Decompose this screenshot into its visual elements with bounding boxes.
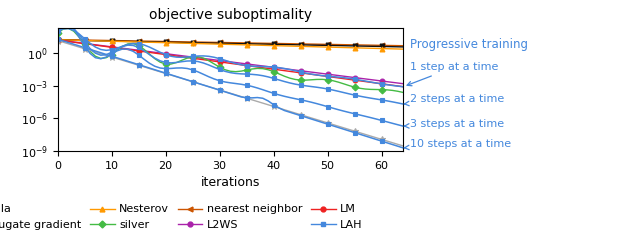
- conjugate gradient: [232, 93, 239, 97]
- LAH: [135, 63, 143, 66]
- Text: 10 steps at a time: 10 steps at a time: [404, 139, 511, 150]
- Nesterov: [156, 41, 164, 44]
- vanilla: [232, 42, 239, 45]
- LM: [156, 52, 164, 55]
- LM: [399, 85, 407, 88]
- LAH: [232, 94, 239, 97]
- L2WS: [54, 39, 61, 42]
- Nesterov: [200, 42, 207, 45]
- L2WS: [156, 51, 164, 54]
- conjugate gradient: [156, 70, 164, 73]
- silver: [54, 32, 61, 35]
- nearest neighbor: [399, 44, 407, 47]
- silver: [162, 62, 170, 66]
- silver: [65, 27, 72, 30]
- Nesterov: [399, 48, 407, 51]
- vanilla: [200, 41, 207, 44]
- nearest neighbor: [135, 40, 143, 43]
- LAH: [54, 38, 61, 41]
- nearest neighbor: [351, 43, 358, 46]
- Nesterov: [388, 47, 396, 50]
- LAH: [156, 70, 164, 73]
- LAH: [351, 131, 358, 134]
- vanilla: [351, 44, 358, 47]
- silver: [237, 70, 245, 73]
- Nesterov: [54, 38, 61, 41]
- L2WS: [351, 76, 358, 79]
- LAH: [388, 143, 396, 146]
- silver: [205, 59, 212, 62]
- L2WS: [399, 82, 407, 85]
- LM: [135, 49, 143, 52]
- L2WS: [388, 81, 396, 84]
- LAH: [399, 146, 407, 149]
- Text: 3 steps at a time: 3 steps at a time: [404, 119, 504, 129]
- vanilla: [135, 40, 143, 43]
- nearest neighbor: [156, 40, 164, 43]
- silver: [356, 87, 364, 90]
- Nesterov: [232, 43, 239, 46]
- vanilla: [388, 45, 396, 48]
- X-axis label: iterations: iterations: [201, 176, 260, 190]
- Line: vanilla: vanilla: [55, 38, 406, 49]
- conjugate gradient: [399, 144, 407, 147]
- Nesterov: [135, 41, 143, 44]
- Text: Progressive training: Progressive training: [410, 38, 528, 51]
- conjugate gradient: [351, 130, 358, 133]
- LM: [200, 58, 207, 61]
- Line: L2WS: L2WS: [55, 38, 406, 86]
- LAH: [200, 83, 207, 86]
- silver: [388, 89, 396, 92]
- nearest neighbor: [388, 44, 396, 47]
- conjugate gradient: [135, 64, 143, 67]
- vanilla: [54, 39, 61, 42]
- Line: LAH: LAH: [55, 37, 406, 150]
- L2WS: [232, 61, 239, 64]
- vanilla: [156, 41, 164, 44]
- LM: [232, 62, 239, 66]
- Line: LM: LM: [55, 38, 406, 89]
- Line: conjugate gradient: conjugate gradient: [54, 37, 406, 149]
- LM: [351, 79, 358, 82]
- nearest neighbor: [232, 41, 239, 44]
- nearest neighbor: [54, 38, 61, 41]
- L2WS: [135, 49, 143, 52]
- Line: Nesterov: Nesterov: [55, 37, 406, 52]
- silver: [140, 48, 148, 51]
- Title: objective suboptimality: objective suboptimality: [149, 8, 312, 22]
- LM: [388, 84, 396, 87]
- conjugate gradient: [388, 141, 396, 144]
- LM: [54, 39, 61, 42]
- Line: nearest neighbor: nearest neighbor: [55, 37, 406, 48]
- Legend: vanilla, conjugate gradient, Nesterov, silver, nearest neighbor, L2WS, LM, LAH: vanilla, conjugate gradient, Nesterov, s…: [0, 200, 367, 234]
- Line: silver: silver: [55, 26, 406, 95]
- conjugate gradient: [200, 83, 207, 86]
- Text: 2 steps at a time: 2 steps at a time: [404, 94, 504, 106]
- vanilla: [399, 45, 407, 48]
- nearest neighbor: [200, 41, 207, 44]
- L2WS: [200, 57, 207, 60]
- conjugate gradient: [54, 39, 61, 42]
- silver: [399, 91, 407, 94]
- Text: 1 step at a time: 1 step at a time: [407, 62, 499, 86]
- Nesterov: [351, 46, 358, 49]
